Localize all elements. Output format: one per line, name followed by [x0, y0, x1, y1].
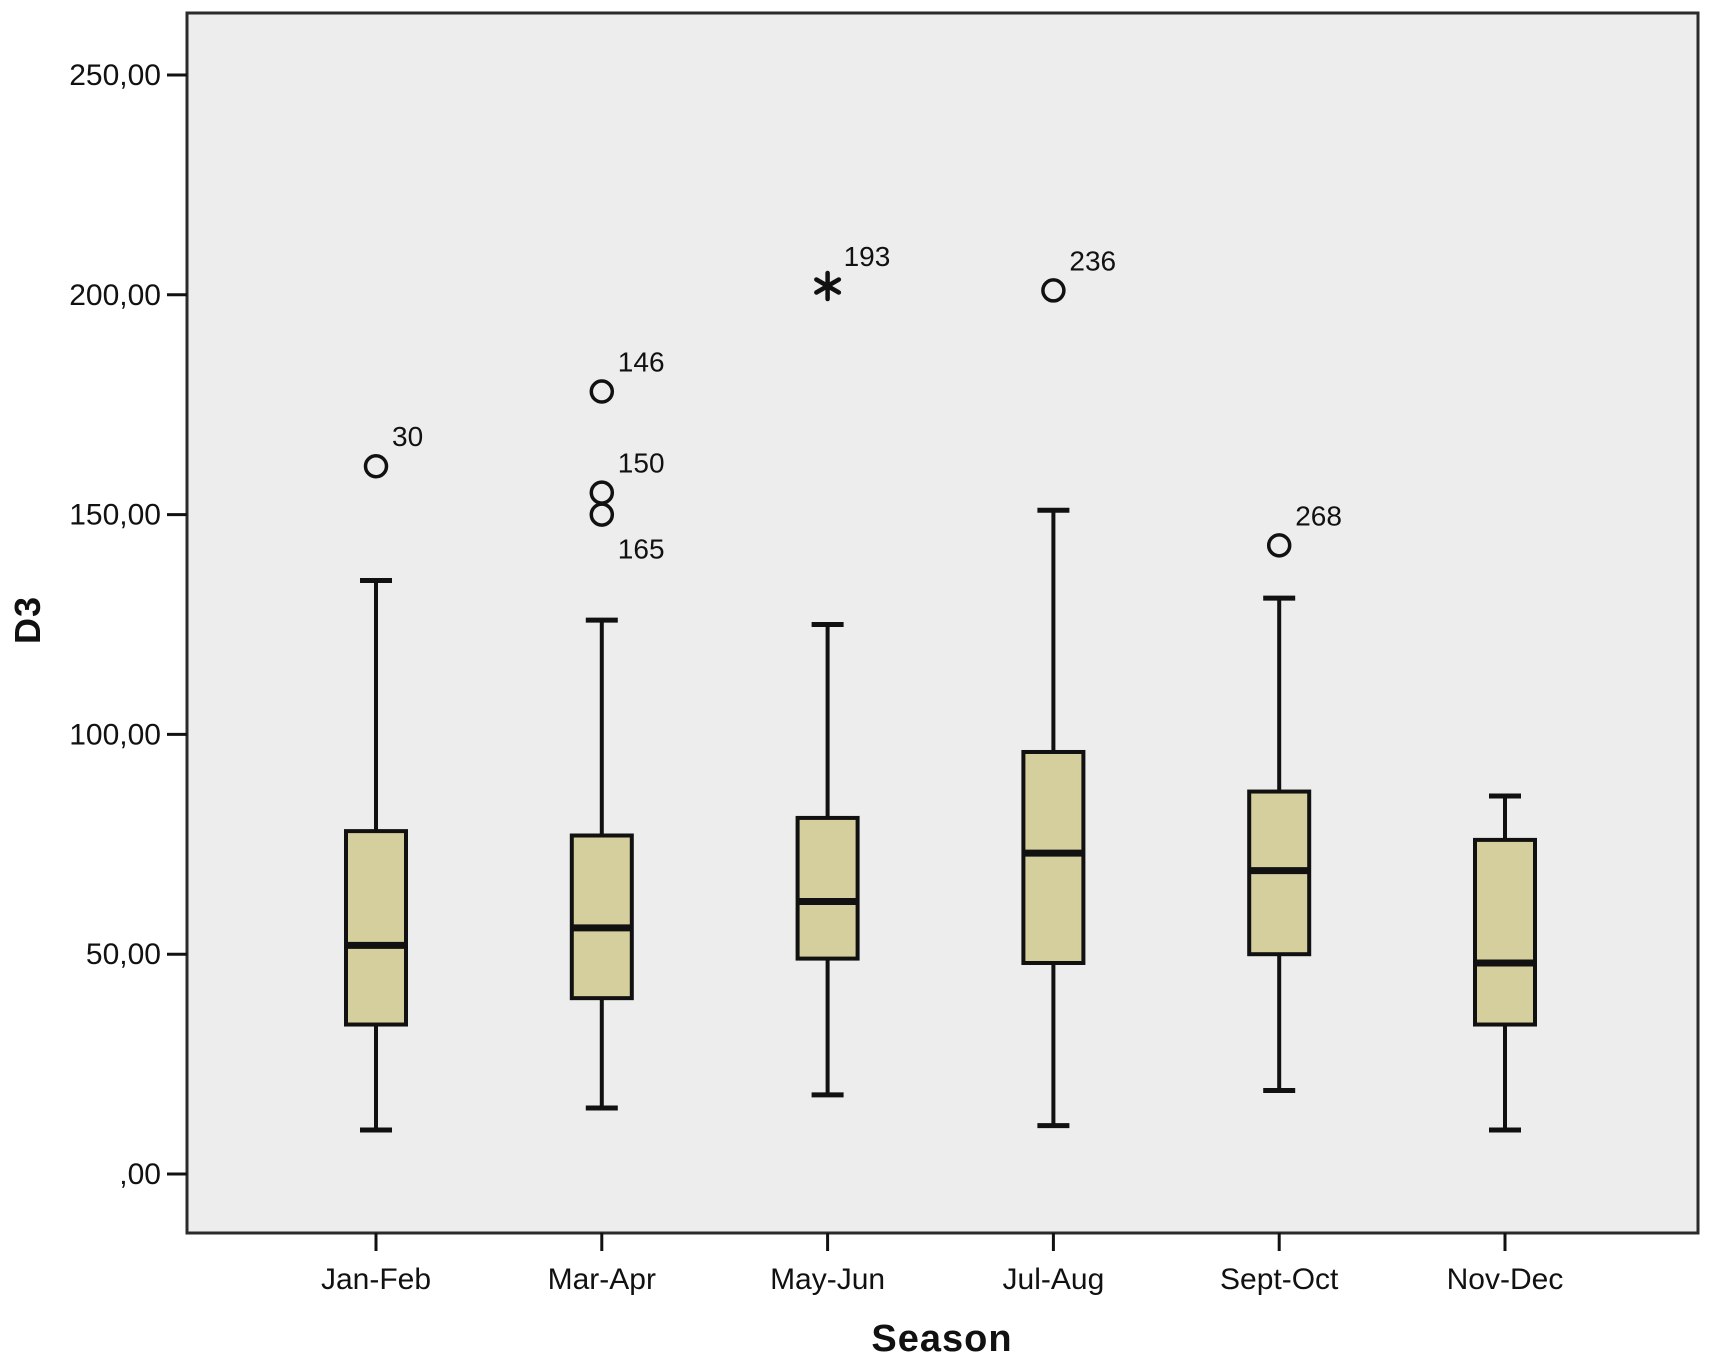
boxplot-jul-aug: 236: [1021, 245, 1116, 1129]
outlier-circle-marker: [589, 379, 615, 404]
x-axis-title: Season: [871, 1318, 1013, 1360]
outlier-circle-marker: [1266, 533, 1292, 558]
outlier-case-label: 236: [1069, 245, 1116, 276]
y-axis-title: D3: [7, 595, 48, 645]
x-tick-label: Sept-Oct: [1220, 1263, 1339, 1296]
boxplot-mar-apr: 146 150 165: [569, 347, 665, 1111]
x-tick-label: Jan-Feb: [321, 1263, 431, 1296]
outlier-case-label: 165: [618, 534, 665, 565]
y-tick-label: ,00: [119, 1158, 161, 1191]
plot-area: [185, 11, 1700, 1235]
outlier-circle-marker: [363, 453, 389, 479]
y-tick-label: 50,00: [86, 938, 161, 971]
outlier-case-label: 150: [618, 448, 665, 479]
x-tick-label: Mar-Apr: [548, 1263, 656, 1296]
outlier-circle-marker: [589, 502, 615, 527]
star-spoke: [814, 277, 842, 295]
y-tick-label: 250,00: [69, 59, 161, 92]
y-tick-label: 100,00: [69, 718, 161, 751]
outlier-case-label: 30: [392, 421, 423, 452]
boxplot-may-jun: 193: [795, 241, 891, 1098]
x-tick-label: May-Jun: [770, 1263, 885, 1296]
boxplot-jan-feb: 30: [344, 421, 423, 1133]
iqr-box: [1021, 749, 1086, 965]
iqr-box: [569, 833, 634, 1001]
y-tick-label: 200,00: [69, 279, 161, 312]
outlier-case-label: 268: [1295, 500, 1342, 531]
outlier-case-label: 146: [618, 347, 665, 378]
x-tick-label: Jul-Aug: [1003, 1263, 1105, 1296]
boxplot-nov-dec: [1473, 793, 1537, 1133]
boxplot-sept-oct: 268: [1247, 500, 1342, 1093]
iqr-box: [1473, 837, 1537, 1027]
outlier-case-label: 193: [844, 241, 891, 272]
x-tick-label: Nov-Dec: [1447, 1263, 1564, 1296]
iqr-box: [344, 829, 408, 1027]
y-tick-label: 150,00: [69, 499, 161, 532]
iqr-box: [795, 815, 860, 961]
outlier-circle-marker: [1041, 278, 1066, 303]
extreme-star-marker: [814, 270, 842, 302]
